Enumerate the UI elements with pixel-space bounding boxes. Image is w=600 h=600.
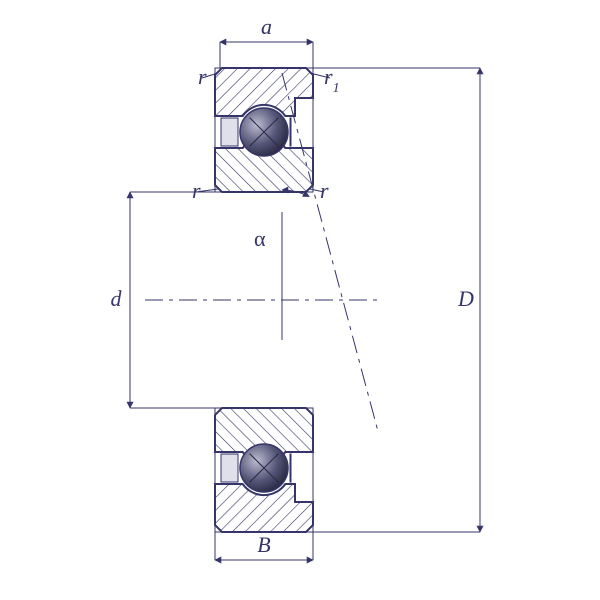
r-inner-top-left-label: r	[192, 178, 201, 203]
section-bottom	[215, 408, 313, 532]
r1-outer-top-right-label: r1	[324, 64, 340, 96]
r-inner-top-right-label: r	[320, 178, 329, 203]
cage-left	[221, 118, 238, 146]
d-label: d	[111, 286, 123, 311]
D-label: D	[457, 286, 474, 311]
section-top	[215, 68, 313, 192]
cage-left	[221, 454, 238, 482]
alpha-label: α	[254, 226, 266, 251]
cage-right	[290, 454, 291, 482]
r-outer-top-left-label: r	[198, 64, 207, 89]
cage-right	[290, 118, 291, 146]
a-label: a	[261, 14, 272, 39]
contact-angle-line	[282, 73, 378, 430]
B-label: B	[257, 532, 270, 557]
